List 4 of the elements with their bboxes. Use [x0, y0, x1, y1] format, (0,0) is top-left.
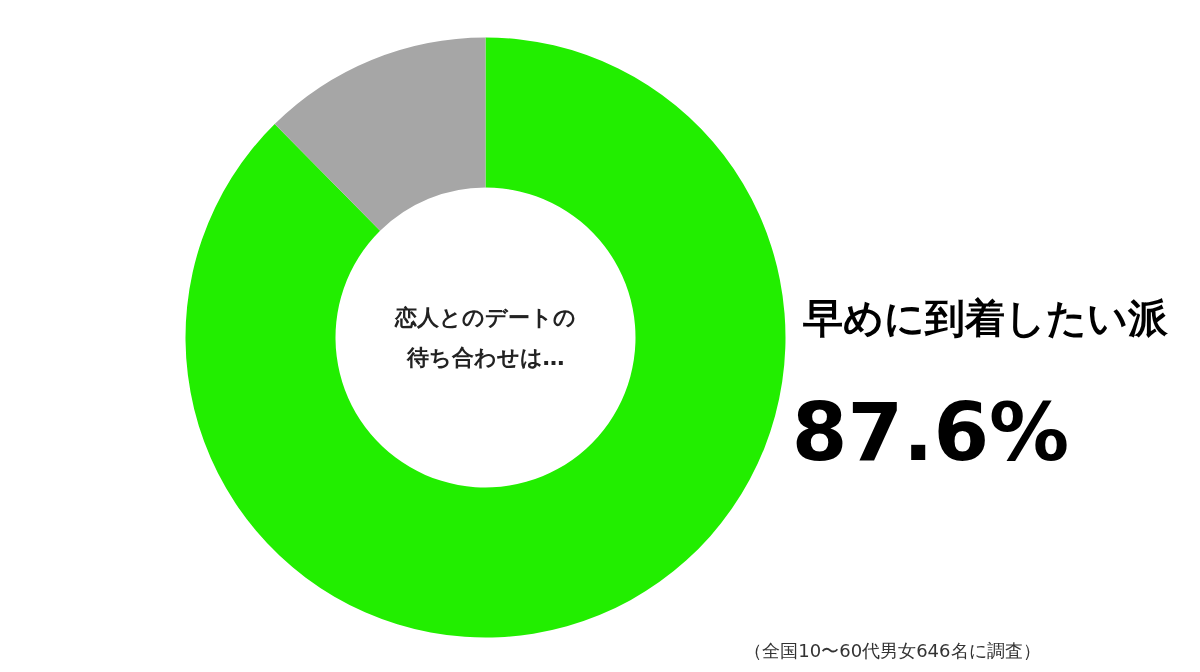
- text: （全国10〜60代男女646名に調査）: [744, 640, 1041, 661]
- slice-label: 早めに到着したい派: [802, 294, 1169, 341]
- data-label: 87.6%: [791, 386, 1070, 479]
- text: 恋人とのデートの待ち合わせは…: [394, 305, 576, 370]
